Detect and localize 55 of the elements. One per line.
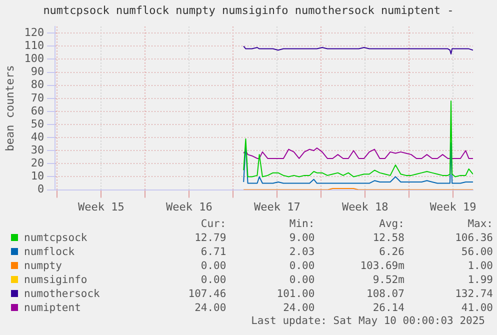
y-tick-label: 30 (30, 143, 44, 156)
legend-label: numothersock (23, 287, 101, 301)
legend-label: numsiginfo (23, 273, 88, 287)
text: 0.00 (288, 273, 316, 287)
text: Avg: (378, 217, 406, 231)
text: 41.00 (460, 301, 494, 315)
text: 56.00 (460, 245, 494, 259)
text: 1.99 (466, 273, 494, 287)
x-tick-label: Week 15 (78, 200, 124, 214)
text: 0.00 (200, 273, 228, 287)
x-tick-label: Week 19 (430, 200, 476, 214)
text: 101.00 (276, 287, 316, 301)
y-tick-label: 90 (30, 65, 44, 78)
text: 9.52m (372, 273, 406, 287)
text: Min: (288, 217, 316, 231)
legend-label: numpty (23, 259, 63, 273)
text: 0.00 (288, 259, 316, 273)
text: 106.36 (454, 231, 494, 245)
text: 6.71 (200, 245, 228, 259)
text: 103.69m (359, 259, 406, 273)
text: Cur: (200, 217, 228, 231)
text: Last update: Sat May 10 00:00:03 2025 (250, 315, 485, 327)
y-tick-label: 60 (30, 104, 44, 118)
text: 1.00 (466, 259, 494, 273)
y-tick-label: 20 (30, 156, 44, 170)
legend-label: numiptent (23, 301, 82, 315)
text: 12.79 (194, 231, 228, 245)
y-tick-label: 110 (24, 39, 44, 52)
y-axis-title: bean counters (3, 65, 16, 152)
y-tick-label: 0 (37, 182, 44, 196)
text: 12.58 (372, 231, 406, 245)
text: 132.74 (454, 287, 494, 301)
text: 6.26 (378, 245, 406, 259)
text: 107.46 (187, 287, 228, 301)
text: 2.03 (288, 245, 316, 259)
text: 9.00 (288, 231, 316, 245)
text: 26.14 (372, 301, 406, 315)
y-tick-label: 100 (24, 52, 44, 66)
text: 24.00 (282, 301, 316, 315)
legend-label: numtcpsock (23, 231, 88, 245)
y-tick-label: 50 (30, 117, 44, 130)
legend-label: numflock (23, 245, 76, 259)
text: 0.00 (200, 259, 228, 273)
text: 24.00 (194, 301, 228, 315)
y-tick-label: 40 (30, 130, 44, 144)
chart-title: numtcpsock numflock numpty numsiginfo numothersock numiptent - (42, 4, 455, 17)
x-tick-label: Week 18 (342, 200, 388, 214)
x-tick-label: Week 16 (166, 200, 212, 214)
y-tick-label: 80 (30, 78, 44, 92)
y-tick-label: 10 (30, 170, 44, 183)
y-tick-label: 70 (30, 91, 44, 104)
text: 108.07 (366, 287, 406, 301)
text: Max: (466, 217, 494, 231)
x-tick-label: Week 17 (254, 200, 300, 214)
y-tick-label: 120 (24, 26, 44, 39)
